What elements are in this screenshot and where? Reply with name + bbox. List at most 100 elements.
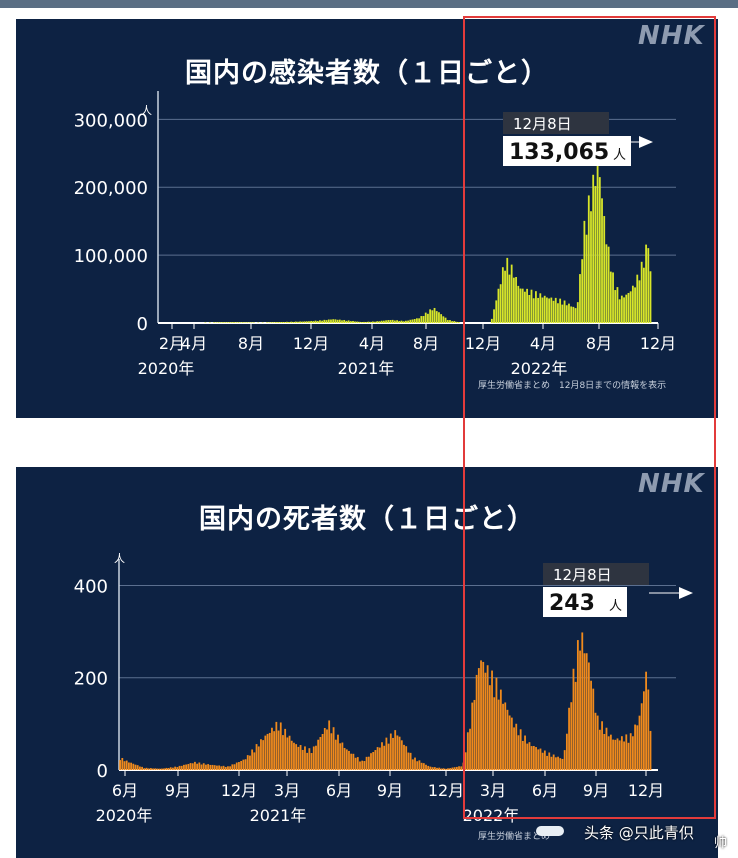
bar <box>517 735 520 770</box>
bar <box>174 766 177 770</box>
bar <box>508 274 511 323</box>
bar <box>440 314 443 323</box>
bar <box>281 321 284 323</box>
bar <box>572 306 575 323</box>
month-label: 8月 <box>238 334 264 353</box>
bar <box>308 748 311 770</box>
top-bar <box>0 0 738 8</box>
bar <box>649 271 652 323</box>
bar <box>317 739 320 770</box>
bar <box>132 763 135 770</box>
bar <box>532 745 535 770</box>
bar <box>451 321 454 323</box>
bar <box>583 653 586 770</box>
year-label: 2021年 <box>338 359 395 378</box>
bar <box>328 720 331 770</box>
bar <box>484 672 487 770</box>
bar <box>219 322 222 323</box>
bar <box>594 712 597 770</box>
bar <box>319 320 321 323</box>
bar <box>383 745 386 770</box>
bar <box>581 259 584 323</box>
bar <box>374 321 376 323</box>
month-label: 2月 <box>159 334 185 353</box>
infections-chart-panel: 国内の感染者数（１日ごと） NHK 厚生労働省まとめ 12月8日までの情報を表示… <box>16 19 718 418</box>
bar <box>458 766 460 770</box>
bar <box>561 304 564 323</box>
bar <box>469 728 471 770</box>
bar <box>634 724 636 770</box>
bar <box>601 721 603 770</box>
bar <box>228 322 231 323</box>
bar <box>356 321 359 323</box>
bar <box>189 763 192 770</box>
callout-date: 12月8日 <box>553 566 612 584</box>
month-label: 6月 <box>326 781 352 800</box>
bar <box>546 755 548 770</box>
bar <box>334 739 337 770</box>
bar <box>180 765 183 770</box>
bar <box>130 762 133 770</box>
bar <box>537 297 540 323</box>
callout-date-box <box>503 112 609 134</box>
bar <box>618 299 621 323</box>
bar <box>581 632 584 770</box>
bar <box>274 322 277 323</box>
bar <box>262 740 265 770</box>
bar <box>433 307 436 323</box>
bar <box>607 246 610 323</box>
bar <box>605 727 608 770</box>
nhk-logo: NHK <box>638 469 705 499</box>
deaths-chart: 0 200 400 人 6月 9月 12月 3月 6月 9月 12月 3月 6月 9月 12月 2020年 20… <box>74 552 693 825</box>
bar <box>338 319 341 323</box>
bar <box>283 322 286 323</box>
bar <box>158 768 161 770</box>
bar <box>442 316 445 323</box>
y-tick-label: 100,000 <box>74 246 148 267</box>
bar <box>323 319 326 323</box>
chart-title: 国内の感染者数（１日ごと） <box>185 58 549 89</box>
highlight-box <box>463 16 716 819</box>
bar <box>369 321 372 323</box>
bar <box>574 308 577 323</box>
bar <box>429 766 432 770</box>
bar <box>416 761 419 770</box>
bar <box>616 287 619 323</box>
bar <box>341 742 344 770</box>
bar <box>381 742 383 770</box>
bar <box>252 322 255 323</box>
bar <box>304 746 306 770</box>
bar <box>431 767 434 770</box>
bar <box>365 756 368 770</box>
bar <box>603 733 606 770</box>
bar <box>645 671 647 770</box>
bar <box>521 740 524 770</box>
bar <box>422 316 425 323</box>
bar <box>411 319 414 323</box>
bar <box>270 322 273 323</box>
bar <box>530 746 533 770</box>
bar <box>409 752 412 770</box>
bar <box>563 300 566 323</box>
watermark-icon <box>536 826 564 836</box>
bar <box>425 764 427 770</box>
bar <box>438 767 441 770</box>
callout-unit: 人 <box>613 148 626 163</box>
bar <box>226 322 229 323</box>
bar <box>636 274 639 323</box>
bar <box>526 743 529 770</box>
bar <box>209 764 212 770</box>
bar <box>537 749 540 770</box>
bar <box>405 746 408 770</box>
bar <box>523 291 526 323</box>
bar <box>150 768 152 770</box>
bar <box>349 321 352 323</box>
bar <box>336 319 339 323</box>
bar <box>358 321 361 323</box>
bar <box>418 760 421 770</box>
bar <box>299 745 302 770</box>
bar <box>398 736 401 770</box>
bar <box>220 766 223 770</box>
bar <box>345 749 348 770</box>
bar <box>314 320 317 323</box>
